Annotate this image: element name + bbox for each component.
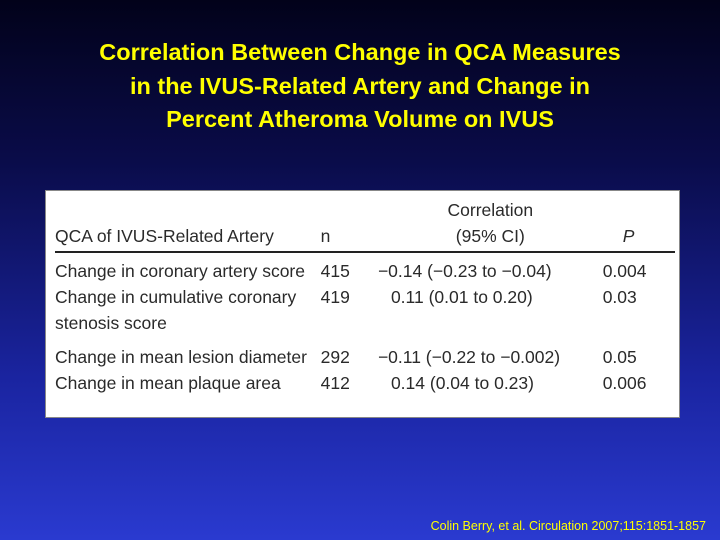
row-correlation: −0.14 (−0.23 to −0.04): [377, 261, 552, 281]
table-row: Change in cumulative coronary stenosis s…: [55, 284, 675, 344]
row-p: 0.03: [602, 287, 637, 307]
row-measure: Change in cumulative coronary stenosis s…: [55, 287, 297, 333]
header-ci: (95% CI): [377, 223, 603, 253]
citation: Colin Berry, et al. Circulation 2007;115…: [430, 519, 706, 533]
row-n: 419: [320, 287, 350, 307]
title-line-1: Correlation Between Change in QCA Measur…: [99, 39, 621, 65]
header-p: P: [602, 223, 675, 253]
row-p: 0.004: [602, 261, 647, 281]
row-n: 415: [320, 261, 350, 281]
table-row: Change in mean plaque area 412 0.14 (0.0…: [55, 370, 675, 396]
row-measure: Change in mean plaque area: [55, 373, 281, 393]
row-correlation: 0.11 (0.01 to 0.20): [390, 287, 533, 307]
row-n: 412: [320, 373, 350, 393]
correlation-table-panel: Correlation QCA of IVUS-Related Artery n…: [45, 190, 680, 418]
row-p: 0.006: [602, 373, 647, 393]
correlation-table: Correlation QCA of IVUS-Related Artery n…: [55, 197, 675, 396]
header-correlation: Correlation: [447, 200, 534, 220]
header-qca-measure: QCA of IVUS-Related Artery: [55, 223, 321, 253]
title-line-2: in the IVUS-Related Artery and Change in: [129, 72, 591, 99]
row-correlation: 0.14 (0.04 to 0.23): [390, 373, 534, 393]
table-row: Change in mean lesion diameter 292 −0.11…: [55, 344, 675, 370]
row-measure: Change in mean lesion diameter: [55, 347, 307, 367]
title-line-3: Percent Atheroma Volume on IVUS: [166, 106, 554, 132]
row-measure: Change in coronary artery score: [55, 261, 305, 281]
table-row: Change in coronary artery score 415 −0.1…: [55, 252, 675, 284]
row-p: 0.05: [602, 347, 637, 367]
header-n: n: [320, 223, 378, 253]
slide-title: Correlation Between Change in QCA Measur…: [0, 36, 720, 137]
row-correlation: −0.11 (−0.22 to −0.002): [377, 347, 561, 367]
row-n: 292: [320, 347, 350, 367]
